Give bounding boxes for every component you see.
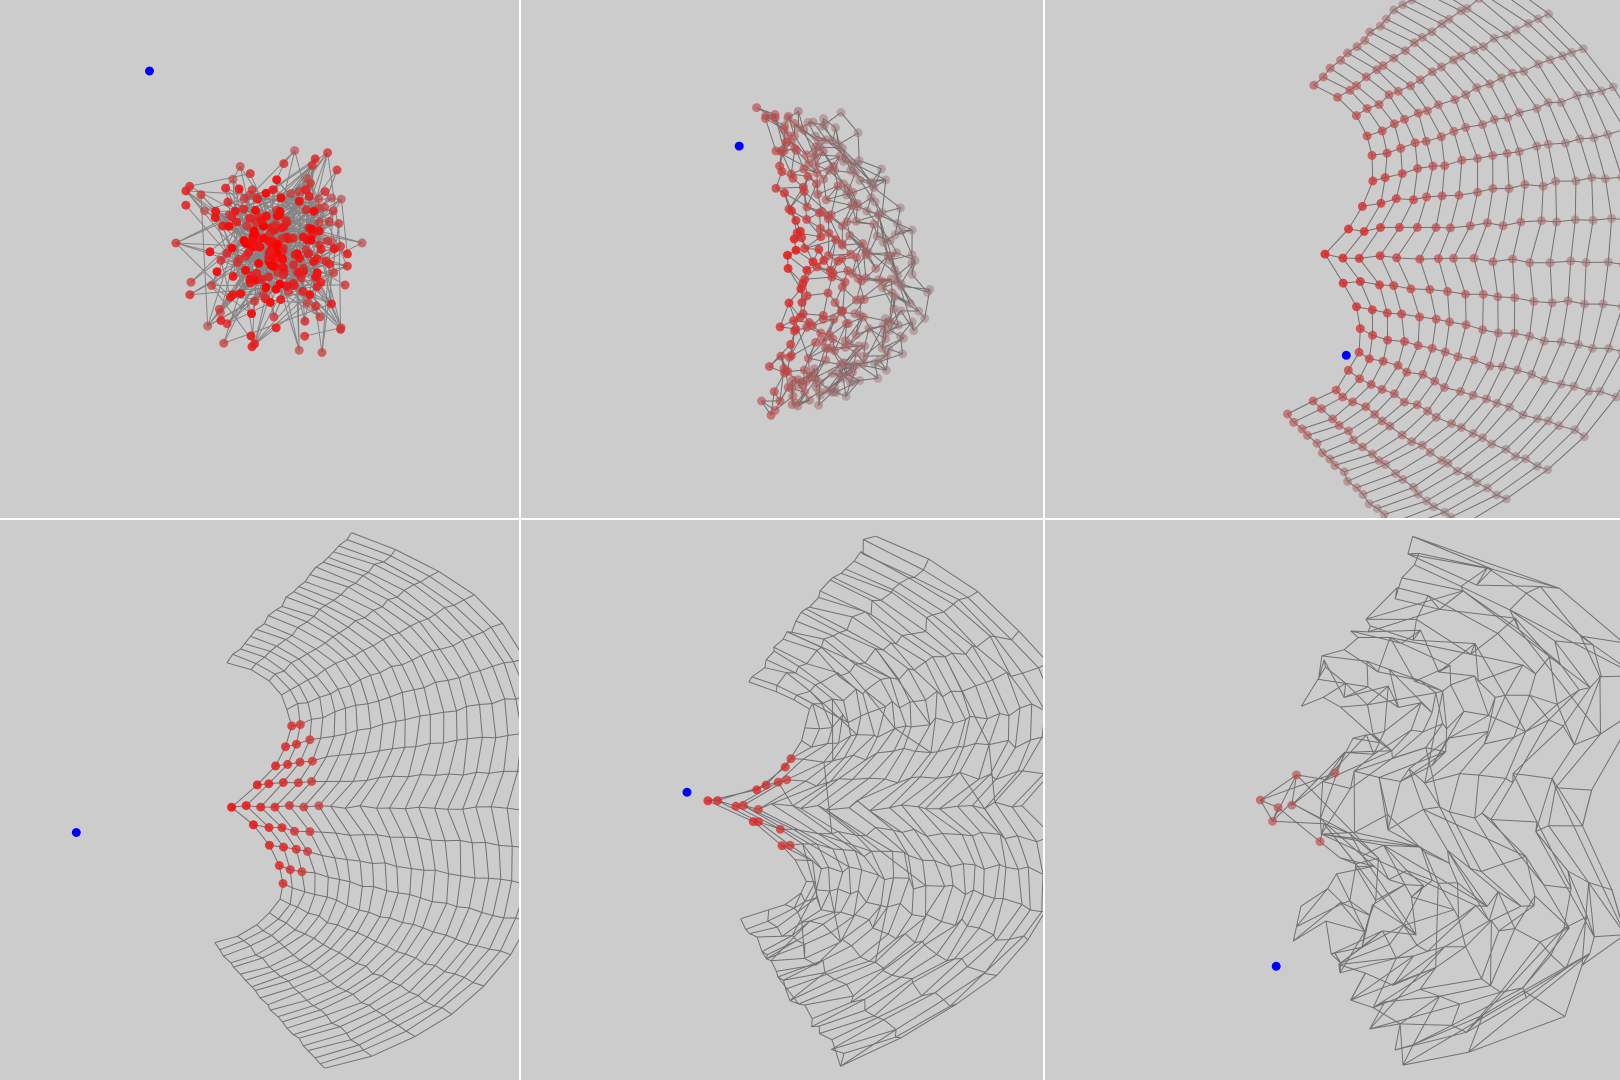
panel-irregular-shell-canvas [1255,535,1620,1066]
surface-nodes [703,754,796,851]
surface-nodes [1255,768,1340,847]
panel-curved-grid[interactable] [1045,0,1620,518]
panel-folded-sheet-canvas [734,103,935,420]
wireframe [707,535,1043,1067]
blue-marker-dot[interactable] [1341,350,1351,360]
panel-horseshoe-surface[interactable] [0,520,519,1080]
panel-folded-sheet[interactable] [521,0,1043,518]
panel-scatter-graph[interactable] [0,0,519,518]
blue-marker-dot[interactable] [145,66,154,76]
surface-nodes [752,103,935,420]
panel-folded-shell-canvas [682,535,1043,1067]
surface-nodes [1283,0,1620,518]
panel-folded-shell[interactable] [521,520,1043,1080]
horizontal-divider-1 [0,518,1620,520]
blue-marker-dot[interactable] [734,141,744,151]
panel-irregular-shell[interactable] [1045,520,1620,1080]
surface-nodes [227,720,324,888]
vertical-divider-2 [1043,0,1045,1080]
blue-marker-dot[interactable] [1271,961,1281,971]
panel-curved-grid-canvas [1283,0,1620,518]
panel-horseshoe-surface-canvas [71,532,519,1069]
blue-marker-dot[interactable] [71,828,81,837]
wireframe [1259,535,1620,1066]
blue-marker-dot[interactable] [682,787,692,797]
graph-nodes [171,146,367,357]
panel-scatter-graph-canvas [145,66,367,357]
vertical-divider-1 [519,0,521,1080]
wireframe [214,532,519,1069]
